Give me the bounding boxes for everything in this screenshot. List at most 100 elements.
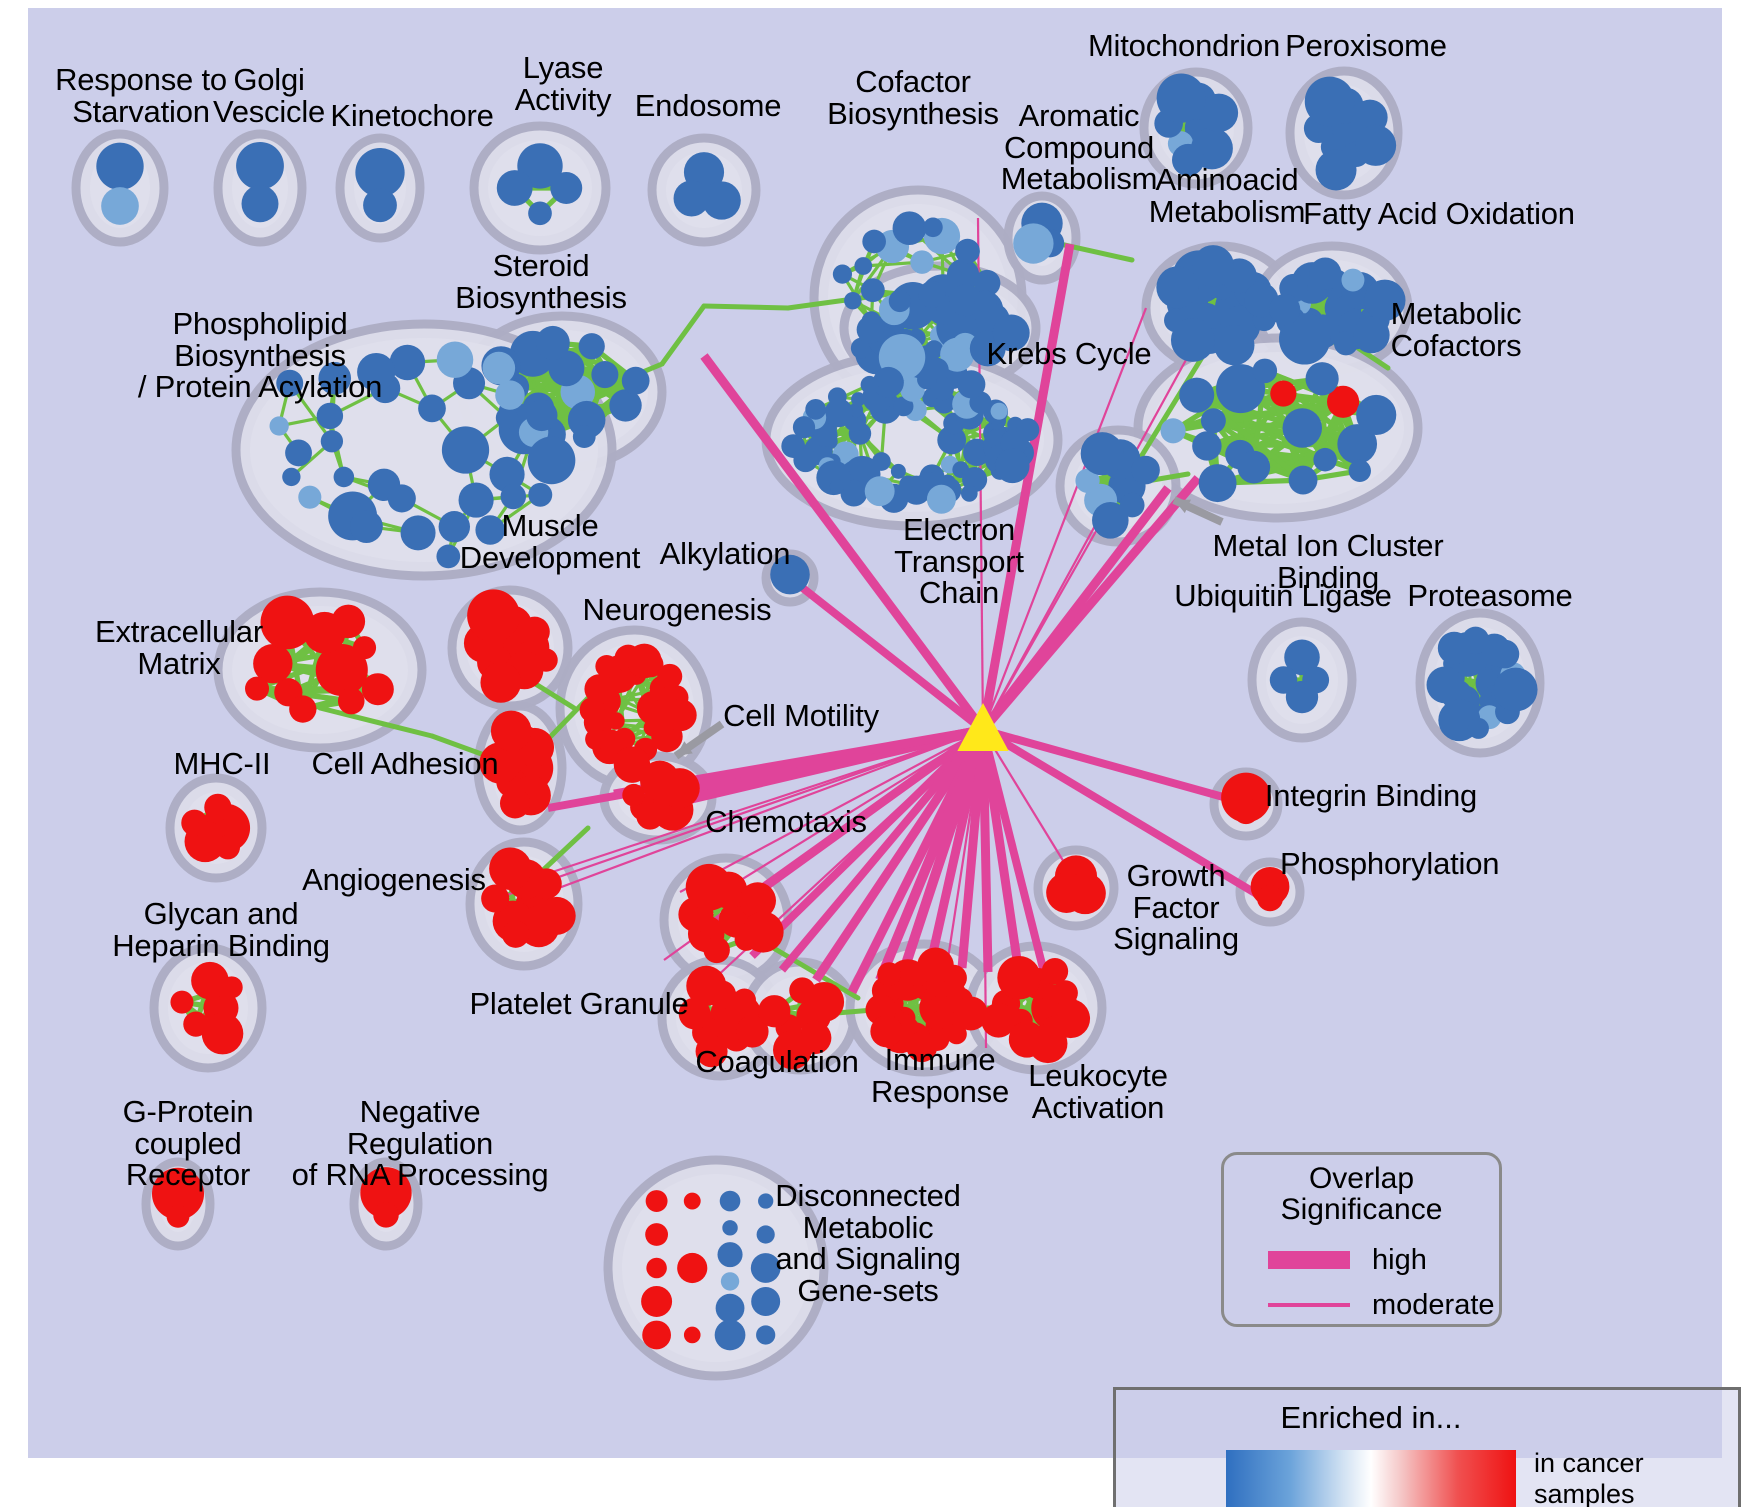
gene-set-node xyxy=(315,643,368,697)
gene-set-node xyxy=(360,1167,412,1219)
gene-set-node xyxy=(1199,93,1239,133)
overlap-high-label: high xyxy=(1372,1244,1427,1276)
gene-set-node xyxy=(1016,418,1040,442)
gene-set-node xyxy=(528,482,553,507)
label-extracellular-matrix: Extracellular Matrix xyxy=(95,614,263,681)
gene-set-node xyxy=(1333,331,1358,356)
hub-edge-moderate xyxy=(679,729,984,893)
gene-set-node xyxy=(953,996,988,1031)
gene-set-node xyxy=(1051,999,1091,1039)
gene-set-node xyxy=(298,485,322,509)
hub-edge-moderate xyxy=(982,337,1199,731)
gene-set-node xyxy=(333,466,355,488)
hub-edge-moderate xyxy=(981,729,988,1049)
gene-set-node xyxy=(678,997,711,1030)
gene-set-node xyxy=(1013,223,1054,264)
gene-set-node xyxy=(683,1326,701,1344)
gene-set-node xyxy=(481,884,510,913)
gene-set-node xyxy=(990,402,1008,420)
label-aminoacid-metabolism: Aminoacid Metabolism xyxy=(1148,162,1306,229)
gene-set-node xyxy=(742,911,784,953)
label-growth-factor-signaling: Growth Factor Signaling xyxy=(1113,858,1239,957)
gene-set-node xyxy=(591,361,619,389)
label-kinetochore: Kinetochore xyxy=(330,98,494,133)
gene-set-node xyxy=(1305,362,1339,396)
gene-set-node xyxy=(289,695,317,723)
gene-set-node xyxy=(500,483,527,510)
gene-set-node xyxy=(792,416,816,439)
gene-set-node xyxy=(870,1015,903,1048)
gene-set-node xyxy=(854,257,873,275)
gene-set-node xyxy=(201,1012,244,1055)
edge-green-inter xyxy=(659,303,707,367)
gene-set-node xyxy=(1200,408,1226,434)
hub-edge-moderate xyxy=(497,728,984,900)
gene-set-node xyxy=(997,956,1041,1000)
gene-set-node xyxy=(864,476,895,507)
gene-set-node xyxy=(318,361,352,395)
gene-set-node xyxy=(1237,450,1271,484)
label-coagulation: Coagulation xyxy=(695,1044,859,1079)
gene-set-node xyxy=(973,269,1001,297)
gene-set-node xyxy=(686,965,727,1006)
gene-set-node xyxy=(703,936,730,964)
gene-set-node xyxy=(535,325,570,360)
gene-set-node xyxy=(236,141,284,190)
gene-set-node xyxy=(1216,364,1266,414)
gene-set-node xyxy=(923,217,943,238)
gene-set-node xyxy=(352,636,377,660)
gene-set-node xyxy=(1353,316,1390,354)
label-metal-ion-cluster-binding: Metal Ion Cluster Binding xyxy=(1212,528,1444,595)
gene-set-node xyxy=(170,990,194,1014)
gene-set-node xyxy=(770,554,810,595)
gene-set-node xyxy=(1156,266,1199,309)
gene-set-node xyxy=(722,1220,738,1236)
gene-set-node xyxy=(677,1252,708,1284)
gene-set-node xyxy=(1356,394,1397,435)
gene-set-node xyxy=(361,673,394,706)
gene-set-node xyxy=(1282,408,1323,448)
hub-edge-high xyxy=(981,726,1236,804)
label-chemotaxis: Chemotaxis xyxy=(705,804,867,839)
gene-set-node xyxy=(804,981,845,1022)
gene-set-node xyxy=(496,170,533,206)
gene-set-node xyxy=(528,201,552,226)
gene-set-node xyxy=(1341,268,1365,292)
hub-edge-high xyxy=(547,726,984,812)
gene-set-node xyxy=(622,783,645,807)
gene-set-node xyxy=(331,604,366,639)
gene-set-node xyxy=(715,1293,745,1323)
enrichment-side-label: in cancer samples vs. controls xyxy=(1534,1448,1644,1507)
gene-set-node xyxy=(1493,667,1538,712)
hub-triangle xyxy=(957,703,1009,752)
gene-set-node xyxy=(1315,149,1357,191)
gene-set-node xyxy=(1269,666,1298,694)
gene-set-node xyxy=(1214,324,1255,366)
gene-set-node xyxy=(418,394,446,423)
label-lyase-activity: Lyase Activity xyxy=(514,50,612,117)
gene-set-node xyxy=(702,181,741,220)
gene-set-node xyxy=(1080,432,1124,476)
overlap-moderate-swatch xyxy=(1268,1303,1350,1307)
gene-set-node xyxy=(793,447,818,473)
gene-set-node xyxy=(758,995,791,1028)
label-ubiquitin-ligase: Ubiquitin Ligase xyxy=(1174,578,1392,613)
label-golgi-vescicle: Golgi Vescicle xyxy=(212,62,326,129)
gene-set-node xyxy=(642,1320,671,1350)
gene-set-node xyxy=(355,147,405,198)
hub-edge-high xyxy=(925,729,988,967)
hub-edge-high xyxy=(700,353,987,733)
gene-set-node xyxy=(220,976,243,999)
label-alkylation: Alkylation xyxy=(659,536,791,571)
gene-set-node xyxy=(758,1193,774,1209)
gene-set-node xyxy=(1309,257,1342,290)
gene-set-node xyxy=(645,1223,669,1246)
label-muscle-development: Muscle Development xyxy=(459,508,641,575)
gene-set-node xyxy=(960,485,978,502)
gene-set-node xyxy=(732,988,756,1012)
gene-set-node xyxy=(645,1190,668,1212)
callout-arrow xyxy=(1172,496,1224,526)
gene-set-node xyxy=(441,426,490,474)
gene-set-node xyxy=(1179,377,1215,413)
